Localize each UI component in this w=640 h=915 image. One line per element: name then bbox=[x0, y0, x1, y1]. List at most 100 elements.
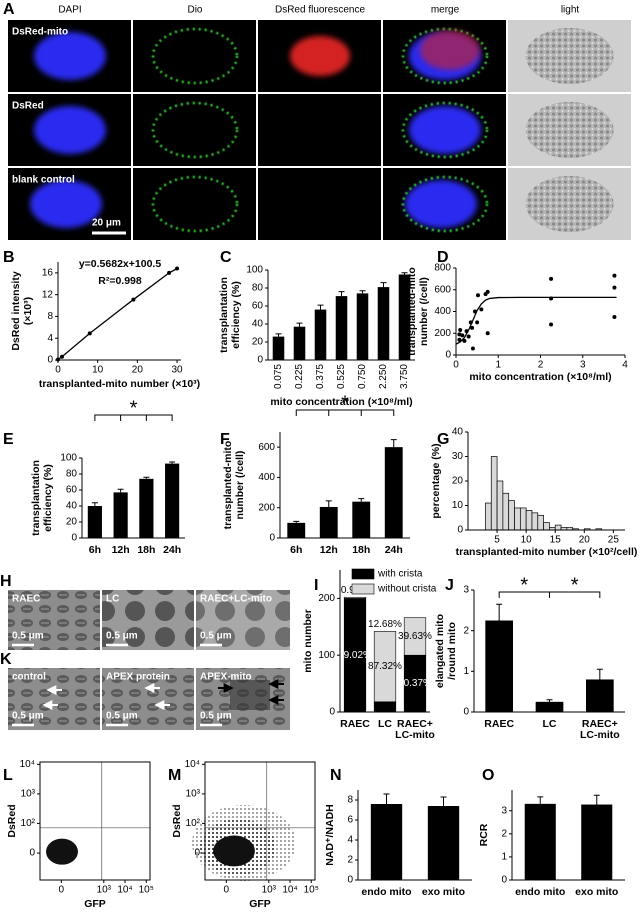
x-tick-label: 3.750 bbox=[399, 364, 410, 389]
y-axis-label: transplanted-mito bbox=[222, 441, 234, 530]
bar bbox=[293, 326, 306, 360]
scale-bar-label: 0.5 μm bbox=[106, 631, 138, 642]
y-axis-label: DsRed intensity bbox=[10, 271, 22, 351]
point bbox=[475, 320, 480, 325]
panel-letter: H bbox=[0, 573, 12, 590]
x-tick-label: 20 bbox=[132, 365, 144, 376]
x-tick-label: 15 bbox=[550, 535, 562, 546]
row-label: DsRed-mito bbox=[12, 27, 68, 38]
scale-bar-label: 0.5 μm bbox=[12, 631, 44, 642]
y-tick-label: 20 bbox=[252, 337, 264, 348]
point bbox=[485, 289, 490, 294]
y-tick-label: 40 bbox=[452, 427, 464, 438]
point bbox=[87, 331, 92, 336]
bright-field bbox=[508, 94, 631, 166]
bar bbox=[314, 309, 327, 360]
y-axis-label: RCR bbox=[478, 823, 490, 846]
dsred bbox=[420, 30, 480, 70]
bar-segment bbox=[343, 596, 367, 599]
nucleus bbox=[34, 106, 106, 154]
x-tick-label: 30 bbox=[171, 365, 183, 376]
x-axis-label: GFP bbox=[249, 898, 271, 910]
histogram-bar bbox=[502, 492, 510, 531]
x-tick-label: 4 bbox=[622, 360, 628, 371]
bar bbox=[524, 803, 556, 880]
x-tick-label: 18h bbox=[352, 544, 370, 556]
image-label: LC bbox=[106, 594, 119, 605]
y-tick-label: 200 bbox=[318, 593, 335, 604]
image-label: RAEC bbox=[12, 594, 40, 605]
y-tick-label: 8 bbox=[47, 311, 53, 322]
bar bbox=[384, 447, 403, 538]
panel-letter: N bbox=[330, 767, 342, 784]
x-tick-label: 18h bbox=[137, 544, 155, 556]
x-tick-label: 6h bbox=[290, 544, 302, 556]
y-tick-label: 6 bbox=[347, 815, 353, 826]
image bbox=[133, 168, 256, 240]
y-tick-label: 800 bbox=[434, 263, 451, 274]
bar bbox=[356, 293, 369, 360]
y-tick-label: 20 bbox=[66, 517, 78, 528]
x-tick-label: RAEC bbox=[484, 718, 514, 730]
y-tick-label: 2 bbox=[463, 625, 469, 636]
histogram-bar bbox=[514, 507, 521, 531]
y-tick-label: 0 bbox=[463, 707, 469, 718]
y-axis-label: (×10³) bbox=[22, 297, 34, 325]
y-tick-label: 2 bbox=[501, 828, 507, 839]
em-detail bbox=[230, 680, 270, 710]
segment-label: 87.32% bbox=[368, 661, 402, 672]
y-tick-label: 12 bbox=[42, 289, 54, 300]
segment-label: 39.63% bbox=[398, 631, 432, 642]
error-bar bbox=[359, 290, 366, 294]
point bbox=[59, 354, 64, 359]
point bbox=[131, 297, 136, 302]
error-bar bbox=[117, 488, 124, 493]
y-axis-label: transplantation bbox=[30, 460, 42, 536]
panel-letter: G bbox=[437, 431, 449, 448]
error-bar bbox=[546, 699, 553, 702]
dsred bbox=[290, 36, 350, 76]
x-tick-label: RAEC+ bbox=[397, 718, 433, 730]
y-tick-label: 10² bbox=[21, 818, 36, 829]
panel-letter: M bbox=[168, 767, 181, 784]
y-axis-label: transplantation bbox=[218, 277, 230, 353]
error-bar bbox=[293, 520, 300, 523]
y-tick-label: 40 bbox=[66, 501, 78, 512]
micrograph-row: DsRed bbox=[8, 94, 631, 166]
point bbox=[470, 325, 475, 330]
y-tick-label: 100 bbox=[246, 265, 263, 276]
micrograph-row: DsRed-mito bbox=[8, 20, 631, 92]
x-axis-label: transplanted-mito number (×10²/cell) bbox=[456, 546, 638, 558]
y-axis-label: percentage (%) bbox=[430, 443, 442, 518]
histogram-bar bbox=[537, 514, 544, 531]
line bbox=[455, 296, 617, 345]
significance-label: * bbox=[130, 397, 138, 419]
error-bar bbox=[401, 272, 408, 275]
y-axis-label: efficiency (%) bbox=[230, 281, 242, 349]
image-label: APEX-mito bbox=[200, 672, 252, 683]
error-bar bbox=[325, 500, 332, 507]
em-image bbox=[102, 668, 194, 730]
y-tick-label: 2 bbox=[347, 855, 353, 866]
significance-bracket bbox=[549, 591, 601, 598]
y-tick-label: 10³ bbox=[186, 789, 201, 800]
y-tick-label: 30 bbox=[452, 451, 464, 462]
nucleus bbox=[34, 32, 106, 80]
y-tick-label: 0 bbox=[257, 355, 263, 366]
x-tick-label: 10⁴ bbox=[282, 885, 297, 896]
point bbox=[458, 327, 463, 332]
scale-bar-label: 0.5 μm bbox=[200, 631, 232, 642]
panel-k: K control APEX protein APEX-mito 0.5 μm … bbox=[0, 651, 290, 730]
panel-letter: B bbox=[3, 249, 15, 266]
histogram-bar bbox=[485, 502, 492, 531]
x-tick-label: 12h bbox=[112, 544, 130, 556]
x-tick-label: 10⁴ bbox=[117, 885, 132, 896]
x-tick-label: LC bbox=[543, 718, 557, 730]
error-bar bbox=[296, 322, 303, 327]
histogram-bar bbox=[519, 507, 527, 531]
y-tick-label: 0 bbox=[445, 350, 451, 361]
legend-label: without crista bbox=[377, 584, 437, 595]
point bbox=[485, 331, 490, 336]
y-tick-label: 8 bbox=[347, 795, 353, 806]
